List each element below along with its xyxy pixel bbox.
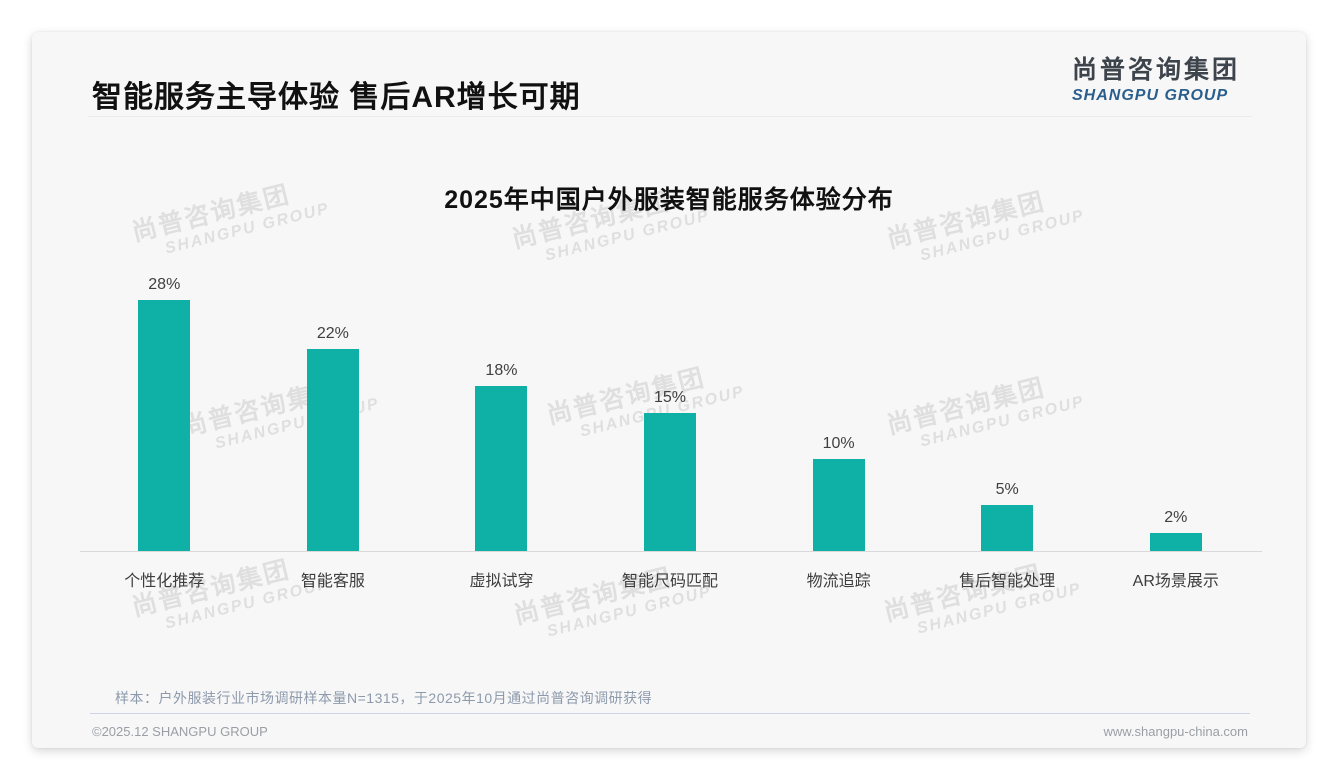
bar-value-label: 5% [995, 481, 1019, 498]
sample-footnote: 样本：户外服装行业市场调研样本量N=1315，于2025年10月通过尚普咨询调研… [115, 690, 653, 706]
bar-group: 5% [923, 276, 1092, 551]
category-label: 智能尺码匹配 [622, 573, 719, 590]
category-label: 虚拟试穿 [469, 573, 534, 590]
bar [306, 349, 359, 551]
bar [138, 300, 191, 551]
bar [644, 413, 697, 551]
bar [981, 505, 1034, 551]
header-divider [88, 116, 1252, 117]
bar-group: 22% [249, 276, 418, 551]
bar [1149, 533, 1202, 551]
bar-value-label: 28% [148, 276, 181, 293]
watermark: 尚普咨询集团 SHANGPU GROUP [129, 550, 331, 640]
bar-group: 18% [417, 276, 586, 551]
bar-value-label: 10% [822, 435, 855, 452]
bar-group: 15% [586, 276, 755, 551]
bar [812, 459, 865, 551]
bar [475, 386, 528, 551]
watermark-text-en: SHANGPU GROUP [545, 582, 714, 641]
bars-row: 28% 22% 18% 15% 10% 5% 2% [80, 276, 1260, 551]
watermark-text-cn: 尚普咨询集团 [881, 560, 1046, 627]
bar-value-label: 2% [1164, 509, 1188, 526]
footer-divider [90, 713, 1250, 714]
footer-copyright: ©2025.12 SHANGPU GROUP [92, 724, 268, 739]
watermark-text-en: SHANGPU GROUP [543, 206, 712, 265]
bar-value-label: 18% [485, 362, 518, 379]
logo-text-en: SHANGPU GROUP [1071, 87, 1229, 104]
bar-value-label: 22% [316, 325, 349, 342]
category-label: 智能客服 [300, 573, 365, 590]
chart-title: 2025年中国户外服装智能服务体验分布 [444, 186, 894, 214]
category-label: 个性化推荐 [124, 573, 205, 590]
category-label: AR场景展示 [1132, 573, 1219, 590]
company-logo: 尚普咨询集团 SHANGPU GROUP [1072, 50, 1240, 105]
bar-group: 10% [754, 276, 923, 551]
x-axis-line [80, 551, 1262, 552]
logo-text-cn: 尚普咨询集团 [1071, 56, 1240, 84]
category-label: 物流追踪 [806, 573, 871, 590]
bar-value-label: 15% [654, 389, 687, 406]
category-label: 售后智能处理 [959, 573, 1056, 590]
bar-group: 28% [80, 276, 249, 551]
footer-website: www.shangpu-china.com [1103, 724, 1248, 739]
page-title: 智能服务主导体验 售后AR增长可期 [92, 81, 581, 114]
categories-row: 个性化推荐 智能客服 虚拟试穿 智能尺码匹配 物流追踪 售后智能处理 AR场景展示 [80, 567, 1260, 591]
slide-card: 尚普咨询集团 SHANGPU GROUP 尚普咨询集团 SHANGPU GROUP … [32, 32, 1306, 748]
watermark-text-en: SHANGPU GROUP [918, 206, 1087, 265]
bar-group: 2% [1091, 276, 1260, 551]
